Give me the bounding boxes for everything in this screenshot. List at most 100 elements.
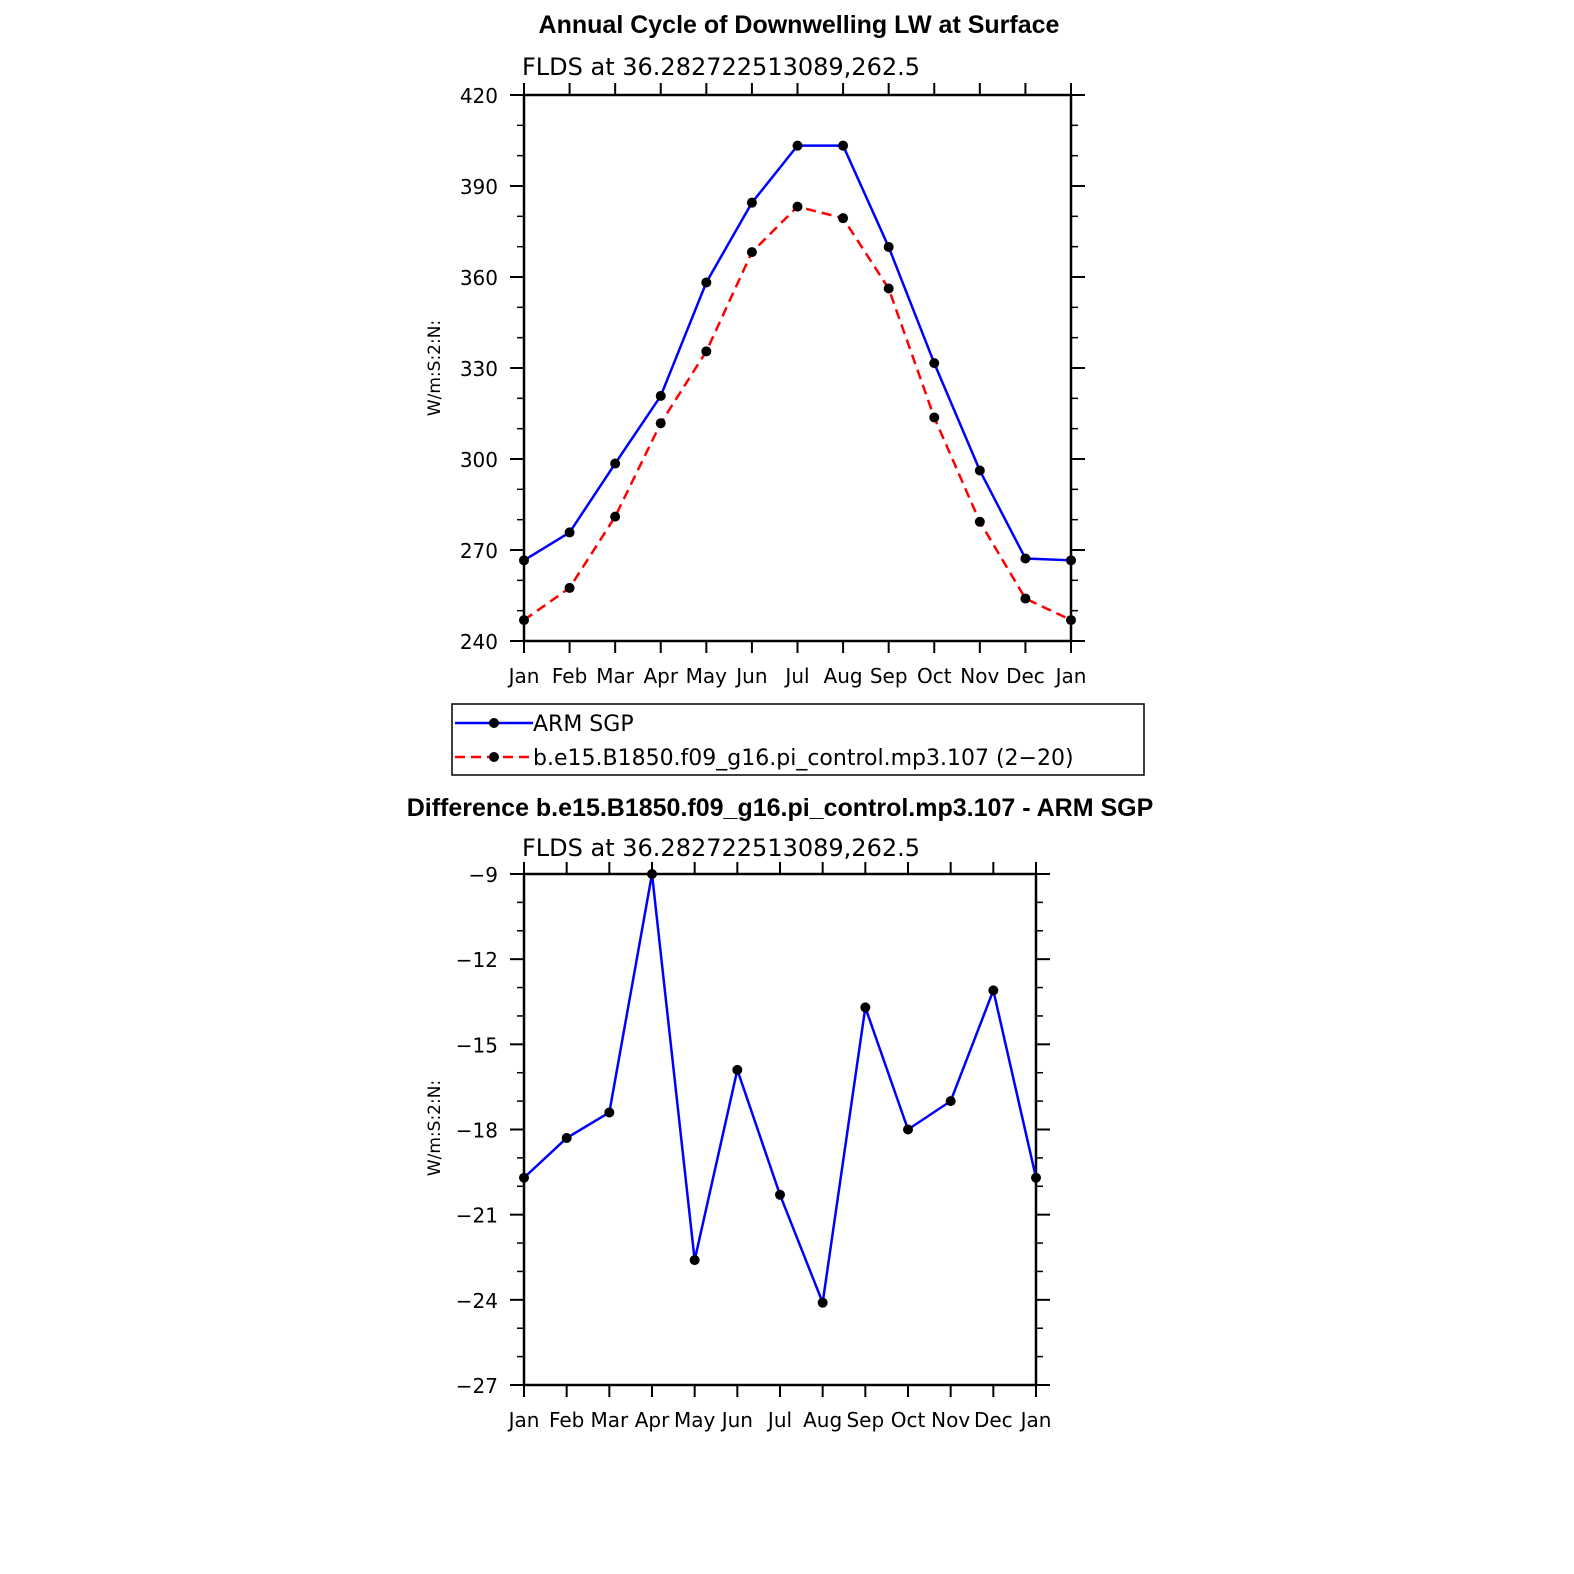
series-0-point bbox=[564, 527, 575, 538]
x-tick-label: Feb bbox=[549, 1408, 584, 1432]
x-tick-label: Oct bbox=[917, 664, 952, 688]
series-0-point bbox=[1031, 1172, 1041, 1183]
legend-marker-arm-sgp bbox=[489, 718, 499, 728]
tick-labels: Jan Feb Mar Apr May Jun Jul Aug Sep Oct Nov Dec Jan 2… bbox=[460, 84, 1087, 688]
series-0-point bbox=[604, 1107, 615, 1118]
series-0-point bbox=[929, 358, 940, 369]
tick-labels: Jan Feb Mar Apr May Jun Jul Aug Sep Oct Nov Dec Jan−… bbox=[456, 863, 1052, 1432]
series-0-point bbox=[519, 1172, 529, 1183]
series-1-point bbox=[883, 283, 894, 294]
series-0-point bbox=[732, 1064, 743, 1075]
x-tick-label: Nov bbox=[960, 664, 999, 688]
series-1-point bbox=[701, 346, 712, 357]
x-tick-label: Jan bbox=[507, 664, 540, 688]
x-tick-label: Jun bbox=[734, 664, 767, 688]
annual-cycle-chart: Annual Cycle of Downwelling LW at Surfac… bbox=[425, 11, 1086, 688]
chart-subtitle: FLDS at 36.282722513089,262.5 bbox=[522, 834, 920, 862]
series-0-point bbox=[519, 555, 529, 566]
x-tick-label: Aug bbox=[803, 1408, 842, 1432]
x-tick-label: Oct bbox=[891, 1408, 926, 1432]
x-tick-label: Dec bbox=[974, 1408, 1013, 1432]
y-tick-label: 240 bbox=[460, 630, 498, 654]
legend-label-arm-sgp: ARM SGP bbox=[533, 712, 634, 737]
axis-ticks bbox=[510, 862, 1050, 1397]
series-0-point bbox=[746, 197, 757, 208]
series-0-point bbox=[610, 458, 621, 469]
series-1-point bbox=[564, 582, 575, 593]
axis-ticks bbox=[510, 83, 1085, 653]
series-0-point bbox=[860, 1002, 871, 1013]
series-0-point bbox=[945, 1096, 956, 1107]
legend-label-model: b.e15.B1850.f09_g16.pi_control.mp3.107 (… bbox=[533, 746, 1074, 771]
series-layer bbox=[519, 140, 1076, 626]
x-tick-label: Apr bbox=[635, 1408, 670, 1432]
series-line-0 bbox=[523, 873, 1038, 1308]
series-0-point bbox=[817, 1297, 828, 1308]
series-0-point bbox=[689, 1255, 700, 1266]
y-tick-label: 330 bbox=[460, 357, 498, 381]
series-0-point bbox=[647, 869, 657, 879]
x-tick-label: Feb bbox=[552, 664, 587, 688]
series-0-point bbox=[988, 985, 999, 996]
series-1-point bbox=[838, 213, 849, 224]
y-tick-label: −21 bbox=[456, 1204, 498, 1228]
y-tick-label: −24 bbox=[456, 1289, 498, 1313]
x-tick-label: Jan bbox=[1054, 664, 1087, 688]
series-0-point bbox=[838, 140, 849, 151]
y-tick-label: 360 bbox=[460, 266, 498, 290]
y-tick-label: −15 bbox=[456, 1033, 498, 1057]
y-tick-label: 300 bbox=[460, 448, 498, 472]
plot-frame bbox=[522, 93, 1073, 643]
difference-chart: Difference b.e15.B1850.f09_g16.pi_contro… bbox=[407, 794, 1154, 1432]
y-tick-label: 390 bbox=[460, 175, 498, 199]
y-axis-label: W/m:S:2:N: bbox=[425, 1080, 445, 1176]
series-1-point bbox=[746, 247, 757, 258]
series-1-point bbox=[519, 615, 529, 626]
y-tick-label: −12 bbox=[456, 948, 498, 972]
series-0-point bbox=[974, 465, 985, 476]
legend: ARM SGP b.e15.B1850.f09_g16.pi_control.m… bbox=[451, 703, 1145, 776]
legend-marker-model bbox=[489, 752, 499, 762]
series-0-point bbox=[903, 1124, 913, 1135]
x-tick-label: Jul bbox=[766, 1408, 792, 1432]
series-1-point bbox=[792, 201, 803, 212]
series-0-point bbox=[1066, 555, 1076, 566]
x-tick-label: May bbox=[686, 664, 728, 688]
x-tick-label: Sep bbox=[870, 664, 908, 688]
y-tick-label: −9 bbox=[469, 863, 498, 887]
y-axis-label: W/m:S:2:N: bbox=[425, 320, 445, 416]
chart-subtitle: FLDS at 36.282722513089,262.5 bbox=[522, 53, 920, 81]
chart-title: Difference b.e15.B1850.f09_g16.pi_contro… bbox=[407, 794, 1154, 822]
series-1-point bbox=[610, 511, 621, 522]
x-tick-label: Aug bbox=[824, 664, 863, 688]
series-0-point bbox=[561, 1133, 572, 1144]
chart-title: Annual Cycle of Downwelling LW at Surfac… bbox=[539, 11, 1060, 39]
plot-frame bbox=[522, 872, 1038, 1387]
series-1-point bbox=[1066, 615, 1076, 626]
x-tick-label: Jan bbox=[1019, 1408, 1052, 1432]
y-tick-label: 420 bbox=[460, 84, 498, 108]
x-tick-label: Apr bbox=[643, 664, 678, 688]
series-0-point bbox=[883, 241, 894, 252]
series-0-point bbox=[792, 140, 803, 151]
x-tick-label: Dec bbox=[1006, 664, 1045, 688]
series-1-point bbox=[974, 516, 985, 527]
series-0-point bbox=[1020, 553, 1031, 564]
series-1-point bbox=[655, 418, 666, 429]
series-0-point bbox=[655, 390, 666, 401]
x-tick-label: Jan bbox=[507, 1408, 540, 1432]
x-tick-label: May bbox=[674, 1408, 716, 1432]
y-tick-label: −27 bbox=[456, 1374, 498, 1398]
legend-box bbox=[451, 703, 1145, 776]
y-tick-label: −18 bbox=[456, 1119, 498, 1143]
x-tick-label: Nov bbox=[931, 1408, 970, 1432]
series-1-point bbox=[1020, 593, 1031, 604]
x-tick-label: Sep bbox=[846, 1408, 884, 1432]
y-tick-label: 270 bbox=[460, 539, 498, 563]
series-0-point bbox=[775, 1189, 785, 1200]
x-tick-label: Mar bbox=[590, 1408, 629, 1432]
series-line-1 bbox=[523, 205, 1072, 622]
series-layer bbox=[519, 869, 1041, 1308]
x-tick-label: Mar bbox=[596, 664, 635, 688]
